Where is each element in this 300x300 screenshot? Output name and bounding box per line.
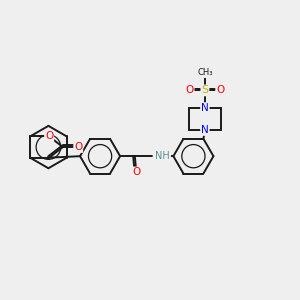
Text: O: O	[216, 85, 224, 95]
Text: S: S	[201, 85, 208, 95]
Text: N: N	[201, 103, 209, 113]
Text: CH₃: CH₃	[197, 68, 213, 77]
Text: NH: NH	[155, 151, 170, 161]
Text: O: O	[185, 85, 194, 95]
Text: O: O	[132, 167, 140, 177]
Text: O: O	[74, 142, 82, 152]
Text: O: O	[45, 131, 53, 142]
Text: N: N	[201, 125, 209, 135]
